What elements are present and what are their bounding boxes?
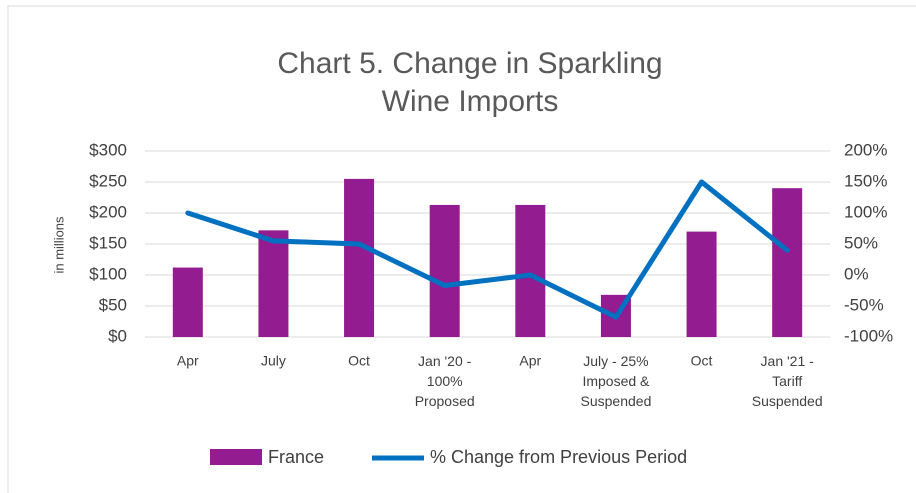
y-tick-label: $200 xyxy=(89,202,127,221)
y2-tick-label: 150% xyxy=(844,171,887,190)
legend-label: France xyxy=(268,447,324,467)
bar xyxy=(429,204,460,337)
y2-tick-label: -100% xyxy=(844,326,893,345)
y-tick-label: $250 xyxy=(89,171,127,190)
x-tick-label: Oct xyxy=(348,353,370,369)
chart-title: Chart 5. Change in Sparkling Wine Imports xyxy=(277,47,662,118)
bar xyxy=(515,204,546,337)
bar xyxy=(686,231,717,337)
bar xyxy=(258,230,289,337)
y-axis-label: in millions xyxy=(51,216,66,274)
legend-swatch xyxy=(210,449,262,465)
y2-tick-label: 200% xyxy=(844,140,887,159)
y-tick-label: $300 xyxy=(89,140,127,159)
y-tick-label: $150 xyxy=(89,233,127,252)
x-tick-label: Oct xyxy=(691,353,713,369)
x-tick-label: Apr xyxy=(177,353,199,369)
x-tick-label: July - 25% Imposed & Suspended xyxy=(581,353,652,409)
x-tick-label: Apr xyxy=(519,353,541,369)
y2-tick-label: 50% xyxy=(844,233,878,252)
legend-label: % Change from Previous Period xyxy=(430,447,687,467)
y-tick-label: $0 xyxy=(108,326,127,345)
chart-frame xyxy=(7,5,916,493)
x-tick-label: Jan '20 -100% Proposed xyxy=(415,353,475,409)
bar xyxy=(772,188,803,337)
y2-tick-label: 100% xyxy=(844,202,887,221)
line-series xyxy=(185,179,790,320)
x-tick-label: Jan '21 -Tariff Suspended xyxy=(752,353,823,409)
bar xyxy=(172,267,203,337)
bar xyxy=(344,178,375,337)
x-tick-label: July xyxy=(261,353,286,369)
y2-tick-label: -50% xyxy=(844,295,884,314)
y2-tick-label: 0% xyxy=(844,264,869,283)
y-tick-label: $50 xyxy=(99,295,127,314)
y-tick-label: $100 xyxy=(89,264,127,283)
